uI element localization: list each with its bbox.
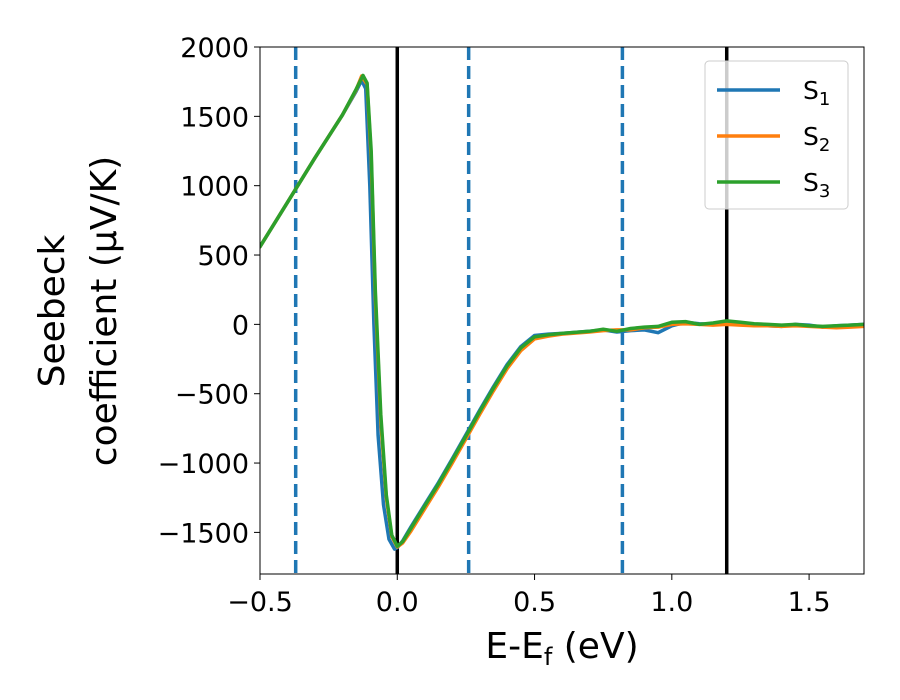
y-axis-title-line2: coefficient (μV/K) — [84, 156, 125, 466]
x-tick-label: 1.5 — [788, 587, 831, 618]
legend: S1 S2 S3 — [704, 60, 849, 210]
legend-label: S2 — [803, 122, 830, 156]
x-tick-label: −0.5 — [227, 587, 293, 618]
y-tick-label: 2000 — [180, 33, 249, 64]
y-axis-title-line1: Seebeck — [32, 234, 73, 387]
y-tick-label: −1000 — [158, 449, 249, 480]
plot-frame — [259, 46, 865, 575]
x-tick-label: 1.0 — [650, 587, 693, 618]
x-axis-title: E-Ef (eV) — [485, 626, 638, 671]
y-tick-label: −500 — [175, 380, 249, 411]
series-line-S3 — [260, 73, 864, 549]
x-tick-label: 0.0 — [376, 587, 419, 618]
y-tick-label: −1500 — [158, 518, 249, 549]
y-tick-label: 1500 — [180, 102, 249, 133]
y-tick-label: 1000 — [180, 172, 249, 203]
legend-label: S3 — [803, 168, 830, 202]
y-tick-label: 500 — [197, 241, 249, 272]
y-tick-label: 0 — [232, 310, 249, 341]
x-tick-label: 0.5 — [513, 587, 556, 618]
legend-label: S1 — [803, 76, 830, 110]
